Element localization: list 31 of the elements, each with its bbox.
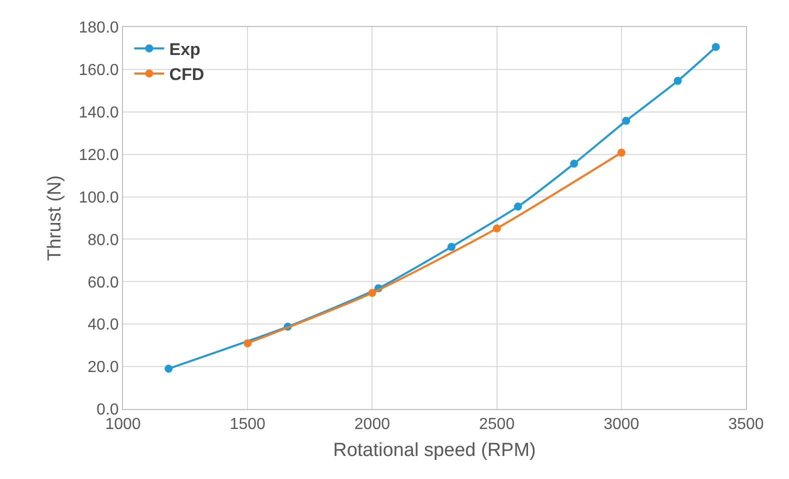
point <box>712 42 720 51</box>
y-tick-label: 60.0 <box>88 274 119 292</box>
point <box>617 148 626 157</box>
point <box>570 160 578 168</box>
x-tick-label: 3500 <box>728 416 764 434</box>
x-tick-label: 1500 <box>230 416 266 434</box>
y-tick-label: 0.0 <box>96 402 119 419</box>
point <box>622 116 630 125</box>
y-tick-label: 160.0 <box>78 62 119 80</box>
point <box>447 242 456 251</box>
x-tick-label: 2000 <box>354 416 390 434</box>
y-tick-label: 100.0 <box>78 189 119 206</box>
x-axis-title: Rotational speed (RPM) <box>333 440 536 461</box>
y-tick-label: 80.0 <box>88 232 119 249</box>
y-tick-label: 40.0 <box>88 316 119 334</box>
legend-label: Exp <box>169 40 200 59</box>
point <box>368 288 376 297</box>
point <box>164 364 173 373</box>
y-tick-label: 20.0 <box>88 359 119 376</box>
y-tick-label: 140.0 <box>78 104 119 122</box>
y-axis-title: Thrust (N) <box>44 175 66 261</box>
x-tick-label: 3000 <box>604 416 640 434</box>
x-tick-label: 1000 <box>105 416 141 434</box>
legend-label: CFD <box>169 65 204 84</box>
point <box>244 339 252 348</box>
point <box>674 76 682 85</box>
point <box>492 224 501 232</box>
y-tick-label: 180.0 <box>78 20 119 37</box>
point <box>514 202 522 211</box>
x-tick-label: 2500 <box>479 416 515 434</box>
y-tick-label: 120.0 <box>78 146 119 164</box>
